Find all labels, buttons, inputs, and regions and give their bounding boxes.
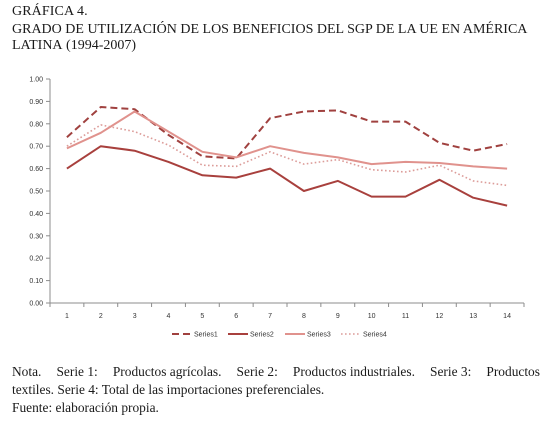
figure-title-line2-rest: (1994-2007) — [62, 38, 137, 53]
y-tick-label: 0.60 — [29, 166, 43, 173]
chart-axes — [46, 78, 525, 307]
note-part: Serie 3: — [430, 364, 472, 379]
figure-notes: Nota. Serie 1: Productos agrícolas. Seri… — [12, 363, 540, 417]
y-tick-label: 0.20 — [29, 256, 43, 263]
y-tick-label: 0.90 — [29, 99, 43, 106]
figure-title-line1: GRADO DE UTILIZACIÓN DE LOS BENEFICIOS D… — [12, 22, 528, 37]
y-tick-label: 1.00 — [29, 77, 43, 84]
x-tick-label: 3 — [133, 313, 137, 320]
y-tick-labels: 0.00 0.10 0.20 0.30 0.40 0.50 0.60 0.70 0.80 0.90… — [29, 77, 43, 308]
y-tick-label: 0.10 — [29, 278, 43, 285]
legend-label-series1: Series1 — [194, 332, 218, 339]
x-tick-label: 1 — [65, 313, 69, 320]
note-part: Serie 1: — [56, 364, 98, 379]
line-chart: 0.00 0.10 0.20 0.30 0.40 0.50 0.60 0.70 0.80 0.90… — [29, 77, 525, 339]
chart-legend: Series1 Series2 Series3 Series4 — [172, 332, 387, 339]
legend-label-series2: Series2 — [250, 332, 274, 339]
x-tick-label: 14 — [503, 313, 511, 320]
series-lines — [66, 106, 508, 207]
x-tick-label: 10 — [368, 313, 376, 320]
y-tick-label: 0.50 — [29, 189, 43, 196]
x-tick-label: 6 — [234, 313, 238, 320]
x-tick-label: 13 — [469, 313, 477, 320]
x-tick-label: 9 — [336, 313, 340, 320]
figure-label: GRÁFICA 4. — [12, 4, 88, 19]
figure-title-line2-caps: LATINA — [12, 38, 63, 53]
y-tick-label: 0.30 — [29, 233, 43, 240]
series-line-series2 — [66, 145, 508, 207]
legend-label-series4: Series4 — [363, 332, 387, 339]
x-tick-label: 11 — [402, 313, 409, 320]
note-part: Productos — [486, 364, 540, 379]
series-line-series3 — [66, 110, 508, 170]
series-line-series1 — [66, 106, 508, 160]
notes-line-1: Nota. Serie 1: Productos agrícolas. Seri… — [12, 363, 540, 381]
x-tick-label: 4 — [167, 313, 171, 320]
y-tick-label: 0.40 — [29, 211, 43, 218]
note-part: Productos agrícolas. — [112, 364, 222, 379]
x-tick-label: 2 — [99, 313, 103, 320]
note-part: Productos industriales. — [292, 364, 415, 379]
legend-label-series3: Series3 — [307, 332, 331, 339]
x-tick-label: 5 — [200, 313, 204, 320]
note-part: Serie 2: — [236, 364, 278, 379]
note-part: Nota. — [12, 364, 42, 379]
x-tick-labels: 1 2 3 4 5 6 7 8 9 10 11 12 13 14 — [65, 313, 511, 320]
x-tick-label: 7 — [268, 313, 272, 320]
series-line-series4 — [66, 124, 508, 187]
notes-line-2: textiles. Serie 4: Total de las importac… — [12, 382, 325, 397]
x-tick-label: 12 — [435, 313, 443, 320]
y-tick-label: 0.00 — [29, 301, 43, 308]
notes-source: Fuente: elaboración propia. — [12, 400, 159, 415]
y-tick-label: 0.80 — [29, 121, 43, 128]
figure-title: GRADO DE UTILIZACIÓN DE LOS BENEFICIOS D… — [12, 22, 537, 54]
x-tick-label: 8 — [302, 313, 306, 320]
y-tick-label: 0.70 — [29, 144, 43, 151]
